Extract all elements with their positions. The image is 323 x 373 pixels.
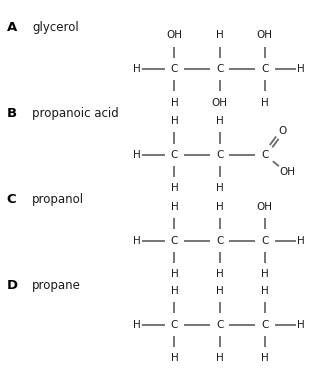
Text: H: H	[171, 98, 178, 107]
Text: C: C	[261, 236, 268, 245]
Text: C: C	[261, 320, 268, 329]
Text: D: D	[6, 279, 17, 292]
Text: H: H	[261, 353, 269, 363]
Text: A: A	[6, 22, 17, 34]
Text: H: H	[216, 184, 224, 193]
Text: H: H	[171, 184, 178, 193]
Text: H: H	[216, 286, 224, 296]
Text: H: H	[171, 269, 178, 279]
Text: C: C	[261, 150, 268, 160]
Text: H: H	[297, 320, 304, 329]
Text: H: H	[133, 320, 141, 329]
Text: C: C	[6, 193, 16, 206]
Text: H: H	[297, 64, 304, 74]
Text: propanol: propanol	[32, 193, 84, 206]
Text: C: C	[216, 236, 223, 245]
Text: OH: OH	[279, 167, 295, 176]
Text: C: C	[216, 64, 223, 74]
Text: H: H	[133, 150, 141, 160]
Text: H: H	[261, 98, 269, 107]
Text: B: B	[6, 107, 16, 120]
Text: OH: OH	[212, 98, 228, 107]
Text: H: H	[171, 353, 178, 363]
Text: OH: OH	[257, 202, 273, 212]
Text: H: H	[216, 202, 224, 212]
Text: H: H	[216, 269, 224, 279]
Text: H: H	[133, 236, 141, 245]
Text: C: C	[171, 236, 178, 245]
Text: H: H	[216, 31, 224, 40]
Text: H: H	[261, 269, 269, 279]
Text: H: H	[297, 236, 304, 245]
Text: propane: propane	[32, 279, 81, 292]
Text: O: O	[278, 126, 286, 137]
Text: H: H	[171, 116, 178, 126]
Text: OH: OH	[257, 31, 273, 40]
Text: C: C	[171, 64, 178, 74]
Text: C: C	[171, 150, 178, 160]
Text: H: H	[261, 286, 269, 296]
Text: C: C	[216, 150, 223, 160]
Text: C: C	[216, 320, 223, 329]
Text: OH: OH	[166, 31, 182, 40]
Text: H: H	[133, 64, 141, 74]
Text: glycerol: glycerol	[32, 22, 79, 34]
Text: H: H	[216, 116, 224, 126]
Text: propanoic acid: propanoic acid	[32, 107, 119, 120]
Text: C: C	[171, 320, 178, 329]
Text: H: H	[171, 202, 178, 212]
Text: C: C	[261, 64, 268, 74]
Text: H: H	[216, 353, 224, 363]
Text: H: H	[171, 286, 178, 296]
